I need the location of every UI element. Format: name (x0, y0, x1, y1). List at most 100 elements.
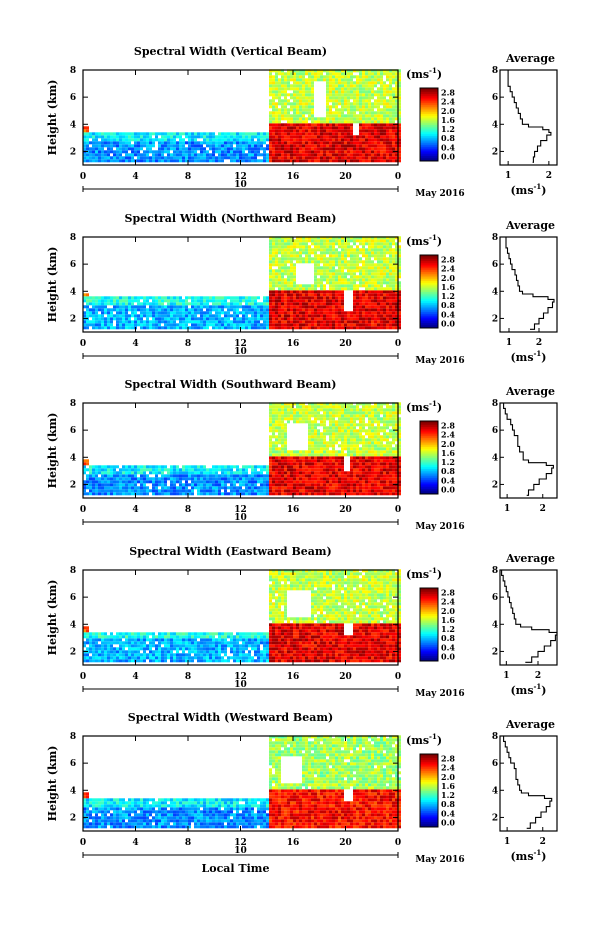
heatmap-cell (212, 159, 215, 163)
heatmap-cell (134, 132, 137, 136)
heatmap-cell (221, 480, 224, 484)
heatmap-cell (140, 474, 143, 478)
heatmap-cell (368, 159, 371, 163)
heatmap-cell (302, 135, 305, 139)
heatmap-cell (107, 314, 110, 318)
heatmap-cell (191, 135, 194, 139)
heatmap-cell (296, 72, 299, 76)
heatmap-cell (209, 489, 212, 493)
heatmap-cell (389, 153, 392, 157)
heatmap-cell (275, 281, 278, 285)
heatmap-cell (218, 477, 221, 481)
heatmap-cell (281, 278, 284, 282)
heatmap-cell (230, 480, 233, 484)
heatmap-cell (206, 296, 209, 300)
heatmap-cell (95, 471, 98, 475)
heatmap-cell (329, 284, 332, 288)
heatmap-cell (383, 269, 386, 273)
heatmap-cell (113, 308, 116, 312)
heatmap-cell (146, 153, 149, 157)
heatmap-cell (275, 275, 278, 279)
heatmap-cell (317, 477, 320, 481)
heatmap-cell (347, 120, 350, 124)
heatmap-cell (308, 429, 311, 433)
heatmap-cell (251, 144, 254, 148)
heatmap-cell (257, 323, 260, 327)
heatmap-cell (116, 308, 119, 312)
heatmap-cell (365, 305, 368, 309)
heatmap-cell (233, 492, 236, 496)
heatmap-cell (221, 156, 224, 160)
heatmap-cell (398, 108, 401, 112)
heatmap-cell (398, 305, 401, 309)
heatmap-cell (323, 159, 326, 163)
heatmap-cell (338, 153, 341, 157)
heatmap-cell (176, 308, 179, 312)
heatmap-cell (230, 474, 233, 478)
heatmap-cell (362, 293, 365, 297)
heatmap-cell (368, 72, 371, 76)
heatmap-cell (338, 108, 341, 112)
heatmap-cell (389, 296, 392, 300)
heatmap-cell (398, 69, 401, 73)
heatmap-cell (311, 236, 314, 240)
heatmap-cell (296, 102, 299, 106)
heatmap-cell (272, 420, 275, 424)
heatmap-cell (110, 486, 113, 490)
heatmap-cell (275, 462, 278, 466)
heatmap-cell (326, 239, 329, 243)
heatmap-cell (389, 78, 392, 82)
heatmap-cell (281, 87, 284, 91)
heatmap-cell (191, 296, 194, 300)
heatmap-cell (278, 293, 281, 297)
heatmap-cell (335, 102, 338, 106)
heatmap-cell (101, 141, 104, 145)
heatmap-cell (296, 257, 299, 261)
heatmap-cell (230, 486, 233, 490)
heatmap-cell (83, 126, 86, 130)
heatmap-cell (239, 486, 242, 490)
heatmap-cell (356, 254, 359, 258)
heatmap-cell (227, 320, 230, 324)
heatmap-cell (377, 239, 380, 243)
heatmap-cell (116, 323, 119, 327)
heatmap-cell (329, 317, 332, 321)
heatmap-cell (275, 72, 278, 76)
heatmap-cell (338, 117, 341, 121)
heatmap-cell (302, 308, 305, 312)
heatmap-cell (284, 290, 287, 294)
heatmap-cell (317, 299, 320, 303)
heatmap-cell (293, 305, 296, 309)
average-x-tick-label: 2 (536, 338, 542, 348)
heatmap-cell (125, 308, 128, 312)
heatmap-cell (287, 251, 290, 255)
heatmap-cell (161, 153, 164, 157)
heatmap-cell (275, 302, 278, 306)
heatmap-cell (308, 450, 311, 454)
heatmap-cell (356, 153, 359, 157)
heatmap-cell (368, 153, 371, 157)
heatmap-cell (206, 302, 209, 306)
heatmap-cell (197, 144, 200, 148)
heatmap-cell (92, 299, 95, 303)
heatmap-cell (281, 126, 284, 130)
heatmap-cell (317, 117, 320, 121)
heatmap-cell (296, 144, 299, 148)
heatmap-cell (392, 281, 395, 285)
heatmap-cell (374, 114, 377, 118)
heatmap-cell (284, 453, 287, 457)
heatmap-cell (296, 299, 299, 303)
heatmap-cell (206, 320, 209, 324)
heatmap-cell (377, 242, 380, 246)
heatmap-cell (152, 323, 155, 327)
heatmap-cell (377, 75, 380, 79)
heatmap-cell (356, 159, 359, 163)
heatmap-cell (290, 257, 293, 261)
colorbar-tick-label: 1.2 (441, 291, 455, 301)
heatmap-cell (305, 465, 308, 469)
heatmap-cell (278, 108, 281, 112)
heatmap-cell (95, 492, 98, 496)
heatmap-cell (305, 117, 308, 121)
heatmap-cell (146, 320, 149, 324)
heatmap-cell (272, 159, 275, 163)
